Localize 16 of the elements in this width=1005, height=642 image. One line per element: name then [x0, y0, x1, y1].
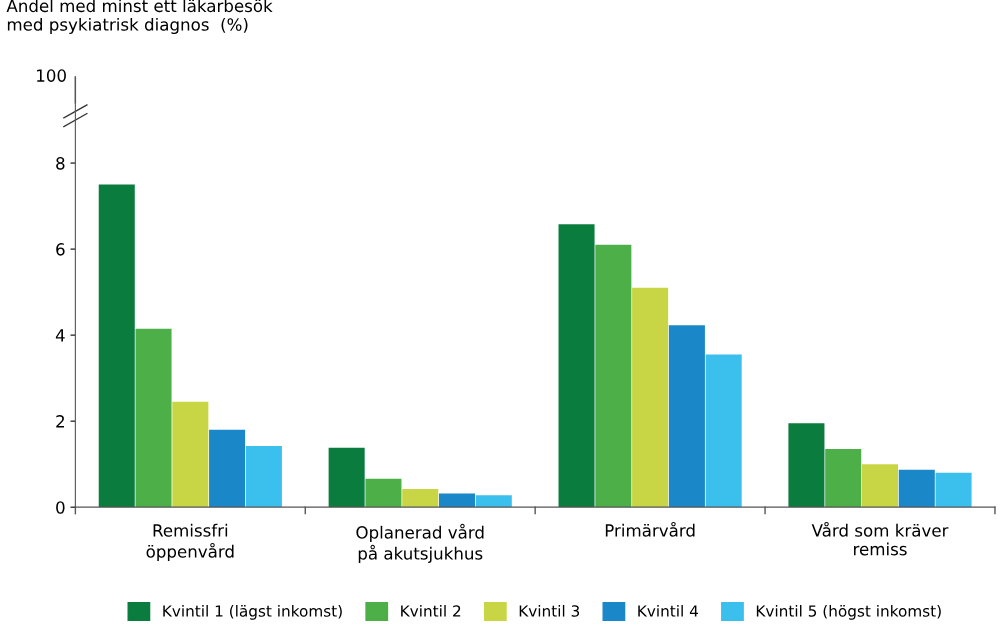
legend-label: Kvintil 3: [519, 604, 580, 617]
y-axis-title: Andel med minst ett läkarbesök med psykiatrisk diagnos (%): [6, 0, 273, 35]
y-tick-label: 6: [56, 243, 65, 256]
y-tick-label: 8: [56, 157, 65, 170]
y-tick-label: 2: [56, 415, 64, 428]
x-tick-label: Oplanerad vård på akutsjukhus: [356, 523, 484, 563]
x-tick-label: Vård som kräver remiss: [811, 521, 949, 556]
x-tick-label: Remissfri öppenvård: [146, 523, 234, 561]
legend-label: Kvintil 1 (lägst inkomst): [163, 604, 342, 620]
text: 100: [37, 69, 66, 82]
y-tick-label: 4: [55, 329, 65, 342]
legend-label: Kvintil 5 (högst inkomst): [756, 604, 941, 620]
legend-label: Kvintil 2: [401, 604, 461, 617]
y-tick-label: 0: [56, 501, 65, 514]
legend-label: Kvintil 4: [638, 604, 698, 617]
x-tick-label: Primärvård: [605, 521, 695, 537]
